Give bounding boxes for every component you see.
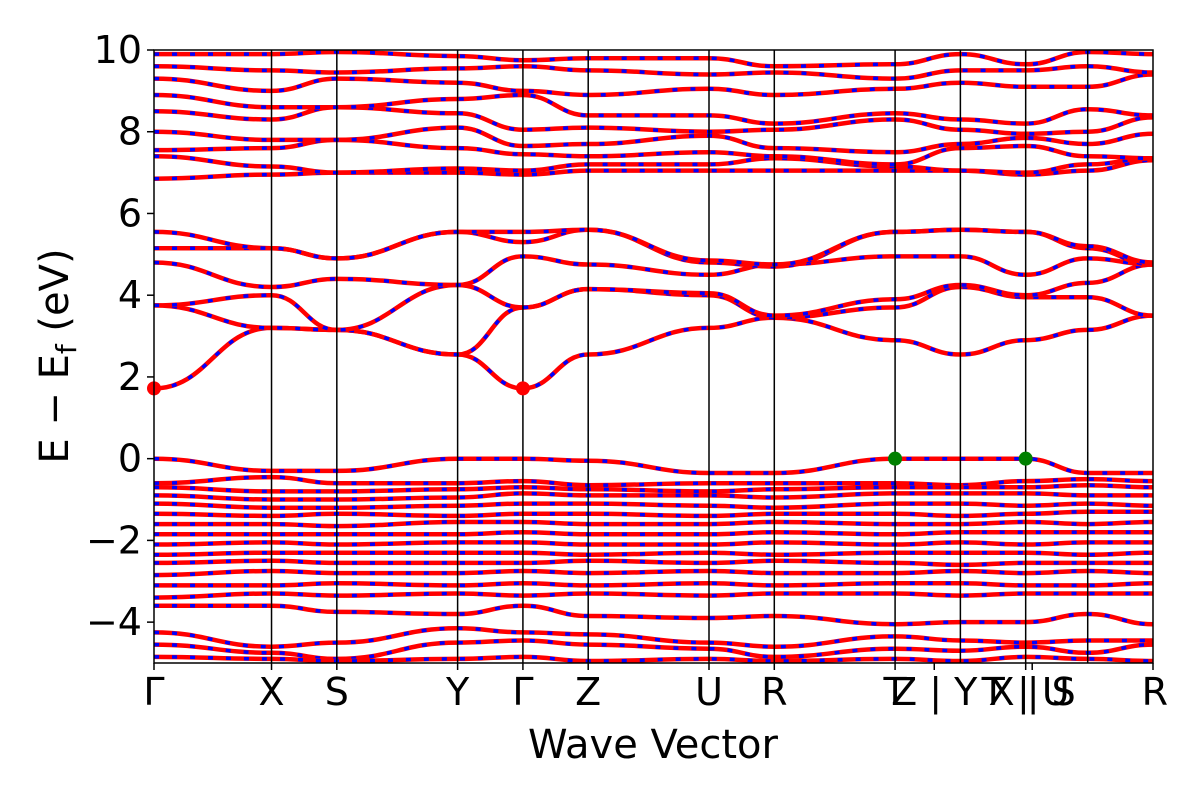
x-tick-label-11: X | S bbox=[989, 670, 1076, 715]
band-overlay-0 bbox=[154, 313, 1153, 391]
y-tick-label-3: 4 bbox=[118, 273, 142, 317]
y-tick-label-0: 10 bbox=[94, 28, 142, 72]
x-tick-label-9: Z | Y bbox=[891, 670, 978, 715]
x-tick-label-8: T bbox=[882, 670, 907, 714]
y-tick-label-4: 2 bbox=[118, 355, 142, 399]
y-tick-label-1: 8 bbox=[118, 110, 142, 154]
x-tick-label-5: Z bbox=[575, 670, 601, 714]
x-tick-label-12: R bbox=[1142, 670, 1168, 714]
y-axis-ticks: 10 8 6 4 2 0 −2 −4 bbox=[86, 28, 154, 644]
x-tick-label-10: T | U bbox=[981, 670, 1070, 715]
x-tick-label-6: U bbox=[695, 670, 723, 714]
x-tick-label-2: S bbox=[325, 670, 349, 714]
y-axis-label: E − Ef (eV) bbox=[32, 248, 83, 463]
vbm-marker-1 bbox=[1018, 451, 1033, 466]
band-overlay-7 bbox=[154, 154, 1153, 175]
x-tick-label-7: R bbox=[761, 670, 787, 714]
high-symmetry-lines bbox=[270, 50, 1089, 663]
x-tick-label-3: Y bbox=[445, 670, 470, 714]
band-overlay-12 bbox=[154, 72, 1153, 97]
x-tick-label-0: Γ bbox=[143, 670, 164, 714]
band-line-2 bbox=[154, 262, 1153, 333]
y-axis-label-subscript: f bbox=[50, 343, 83, 354]
y-tick-label-5: 0 bbox=[118, 437, 142, 481]
x-tick-label-1: X bbox=[259, 670, 285, 714]
cbm-marker-1 bbox=[515, 381, 530, 396]
y-tick-label-6: −2 bbox=[86, 518, 142, 562]
vbm-marker-0 bbox=[888, 451, 903, 466]
y-tick-label-2: 6 bbox=[118, 191, 142, 235]
plot-frame bbox=[153, 49, 1154, 664]
y-tick-label-7: −4 bbox=[86, 600, 142, 644]
band-overlay-11 bbox=[154, 93, 1153, 126]
x-tick-label-4: Γ bbox=[512, 670, 533, 714]
x-axis-label: Wave Vector bbox=[528, 722, 779, 768]
band-overlay-30 bbox=[154, 626, 1153, 649]
